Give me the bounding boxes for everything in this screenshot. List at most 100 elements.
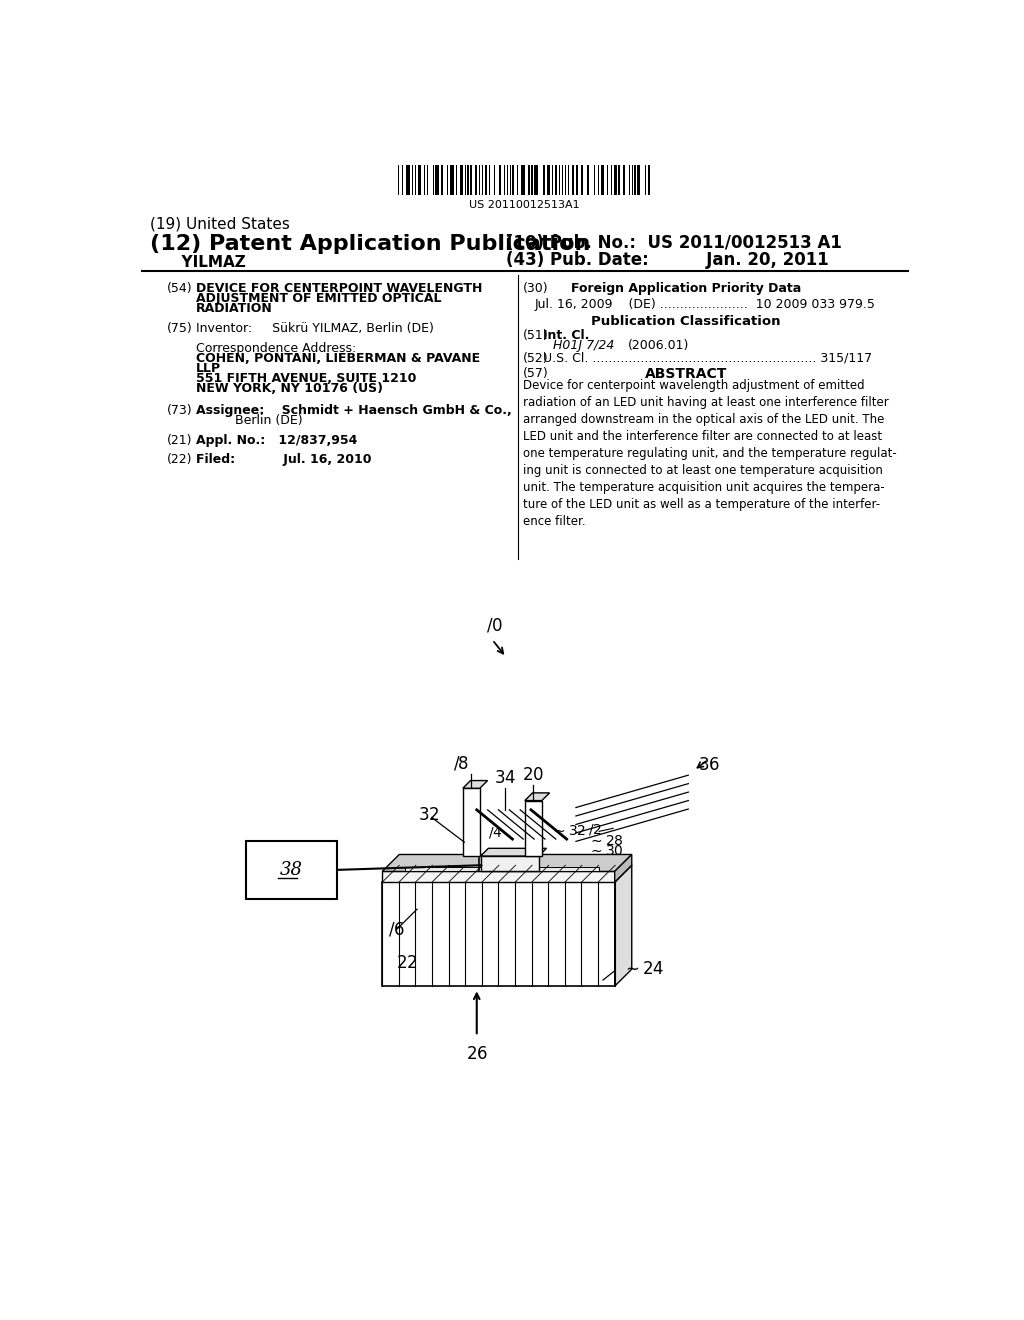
Polygon shape	[614, 866, 632, 986]
Text: (19) United States: (19) United States	[150, 216, 290, 231]
Text: (43) Pub. Date:          Jan. 20, 2011: (43) Pub. Date: Jan. 20, 2011	[506, 251, 829, 269]
Text: Appl. No.:   12/837,954: Appl. No.: 12/837,954	[197, 434, 357, 447]
Bar	[507, 165, 508, 195]
Bar	[450, 165, 454, 195]
Bar	[543, 165, 546, 195]
Bar	[432, 165, 434, 195]
Bar	[524, 800, 542, 857]
Text: $\mathit{34}$: $\mathit{34}$	[494, 770, 516, 787]
Bar	[413, 165, 414, 195]
Bar	[517, 165, 518, 195]
Text: (51): (51)	[523, 329, 549, 342]
Text: Inventor:     Sükrü YILMAZ, Berlin (DE): Inventor: Sükrü YILMAZ, Berlin (DE)	[197, 322, 434, 335]
Text: $\mathit{20}$: $\mathit{20}$	[522, 767, 545, 784]
Bar	[427, 165, 428, 195]
Bar	[246, 841, 337, 899]
Bar	[637, 165, 640, 195]
Text: ADJUSTMENT OF EMITTED OPTICAL: ADJUSTMENT OF EMITTED OPTICAL	[197, 293, 441, 305]
Bar	[572, 165, 574, 195]
Text: $\mathit{\sim24}$: $\mathit{\sim24}$	[623, 961, 665, 978]
Bar	[435, 165, 439, 195]
Bar	[512, 165, 514, 195]
Text: (12) Patent Application Publication: (12) Patent Application Publication	[150, 234, 590, 253]
Text: Filed:           Jul. 16, 2010: Filed: Jul. 16, 2010	[197, 453, 372, 466]
Text: $\mathit{/4}$: $\mathit{/4}$	[487, 825, 503, 841]
Text: Device for centerpoint wavelength adjustment of emitted
radiation of an LED unit: Device for centerpoint wavelength adjust…	[523, 379, 897, 528]
Bar	[565, 165, 566, 195]
Text: NEW YORK, NY 10176 (US): NEW YORK, NY 10176 (US)	[197, 383, 383, 396]
Text: 551 FIFTH AVENUE, SUITE 1210: 551 FIFTH AVENUE, SUITE 1210	[197, 372, 417, 385]
Bar	[382, 871, 614, 882]
Bar	[535, 165, 538, 195]
Text: (2006.01): (2006.01)	[628, 339, 689, 351]
Bar	[552, 165, 553, 195]
Bar	[594, 165, 595, 195]
Text: DEVICE FOR CENTERPOINT WAVELENGTH: DEVICE FOR CENTERPOINT WAVELENGTH	[197, 282, 482, 296]
Bar	[521, 165, 525, 195]
Bar	[418, 165, 421, 195]
Text: Foreign Application Priority Data: Foreign Application Priority Data	[570, 282, 801, 296]
Bar	[460, 165, 463, 195]
Text: (75): (75)	[167, 322, 193, 335]
Bar	[577, 165, 578, 195]
Text: RADIATION: RADIATION	[197, 302, 273, 315]
Text: $\mathit{\sim32}$: $\mathit{\sim32}$	[551, 824, 587, 838]
Text: $\mathit{/6}$: $\mathit{/6}$	[388, 921, 406, 939]
Text: $\mathit{\sim28}$: $\mathit{\sim28}$	[588, 834, 624, 847]
Bar	[614, 165, 616, 195]
Bar	[547, 165, 550, 195]
Bar	[470, 165, 472, 195]
Bar	[465, 165, 466, 195]
Bar	[645, 165, 646, 195]
Text: $\mathit{36}$: $\mathit{36}$	[698, 756, 721, 774]
Bar	[382, 882, 614, 986]
Bar	[441, 165, 442, 195]
Text: (73): (73)	[167, 404, 193, 417]
Text: $\mathit{22}$: $\mathit{22}$	[396, 954, 418, 972]
Polygon shape	[480, 849, 547, 855]
Bar	[587, 165, 589, 195]
Bar	[531, 165, 532, 195]
Bar	[407, 165, 411, 195]
Text: Jul. 16, 2009    (DE) ......................  10 2009 033 979.5: Jul. 16, 2009 (DE) .....................…	[535, 298, 876, 310]
Text: LLP: LLP	[197, 363, 221, 375]
Text: $\mathit{\sim30}$: $\mathit{\sim30}$	[588, 845, 624, 858]
Text: (57): (57)	[523, 367, 549, 380]
Text: H01J 7/24: H01J 7/24	[553, 339, 614, 351]
Text: Publication Classification: Publication Classification	[591, 314, 780, 327]
Text: ABSTRACT: ABSTRACT	[645, 367, 727, 381]
Text: $\mathit{32}$: $\mathit{32}$	[418, 808, 439, 825]
Bar	[402, 165, 403, 195]
Bar	[555, 165, 557, 195]
Bar	[635, 165, 636, 195]
Text: (10) Pub. No.:  US 2011/0012513 A1: (10) Pub. No.: US 2011/0012513 A1	[506, 234, 842, 252]
Text: $\it{/0}$: $\it{/0}$	[486, 616, 503, 635]
Bar	[618, 165, 620, 195]
Bar	[482, 165, 483, 195]
Bar	[475, 165, 477, 195]
Text: YILMAZ: YILMAZ	[150, 256, 246, 271]
Text: Assignee:    Schmidt + Haensch GmbH & Co.,: Assignee: Schmidt + Haensch GmbH & Co.,	[197, 404, 512, 417]
Text: $\mathit{/8}$: $\mathit{/8}$	[454, 755, 469, 774]
Bar	[559, 165, 560, 195]
Text: Berlin (DE): Berlin (DE)	[234, 414, 302, 428]
Bar	[647, 165, 650, 195]
Bar	[494, 165, 495, 195]
Polygon shape	[382, 866, 632, 882]
Bar	[598, 165, 599, 195]
Polygon shape	[614, 854, 632, 882]
Text: U.S. Cl. ........................................................ 315/117: U.S. Cl. ...............................…	[544, 351, 872, 364]
Bar	[567, 165, 569, 195]
Bar	[489, 165, 490, 195]
Bar	[456, 165, 457, 195]
Text: (30): (30)	[523, 282, 549, 296]
Text: (22): (22)	[167, 453, 193, 466]
Bar	[510, 165, 511, 195]
Bar	[397, 165, 399, 195]
Bar	[406, 867, 599, 871]
Text: Correspondence Address:: Correspondence Address:	[197, 342, 356, 355]
Bar	[623, 165, 626, 195]
Bar	[504, 165, 505, 195]
Bar	[415, 165, 417, 195]
Text: (54): (54)	[167, 282, 193, 296]
